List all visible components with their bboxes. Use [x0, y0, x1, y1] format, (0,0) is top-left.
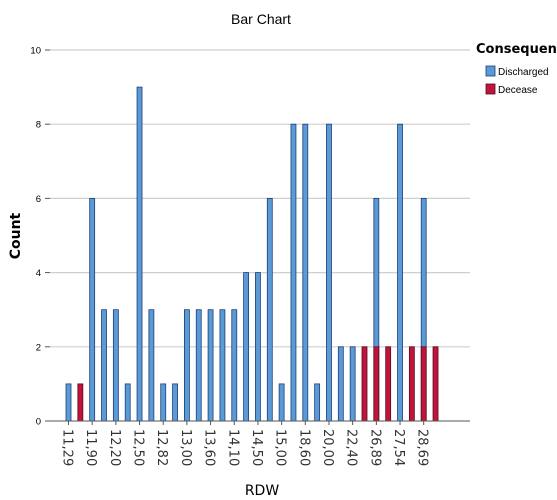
x-tick-label: 13,00 [178, 429, 193, 466]
y-tick-label: 4 [36, 268, 41, 279]
bars [65, 86, 439, 422]
x-tick-label: 12,82 [154, 429, 169, 466]
bar-discharged [183, 309, 190, 422]
bar-discharged [124, 383, 131, 422]
x-axis-ticks: 11,29 11,90 12,20 12,50 12,82 13,00 13,60 14,10… [60, 421, 430, 466]
bar-discharged [172, 383, 178, 422]
y-axis-title: Count [8, 212, 24, 259]
chart-title: Bar Chart [231, 11, 291, 27]
legend-title: Consequence [476, 42, 557, 57]
bar-discharged [337, 346, 344, 422]
x-tick-label: 12,20 [107, 429, 122, 466]
bar-discharged [326, 123, 332, 422]
bar-discharged [314, 383, 321, 422]
bar-discharged [290, 123, 297, 422]
x-tick-label: 27,54 [391, 429, 406, 466]
bar-discharged [160, 383, 167, 422]
bar-discharged [278, 383, 285, 422]
bar-decease [77, 383, 84, 422]
x-tick-label: 11,29 [60, 429, 75, 466]
y-tick-label: 8 [36, 120, 41, 131]
bar-decease [385, 346, 392, 422]
bar-discharged [349, 346, 356, 422]
bar-discharged [148, 309, 155, 422]
y-tick-label: 6 [36, 194, 41, 205]
bar-discharged [112, 309, 119, 422]
bar-decease [420, 346, 427, 422]
bar-discharged [195, 309, 202, 422]
x-tick-label: 14,50 [249, 429, 264, 466]
bar-discharged [243, 272, 250, 422]
x-tick-label: 12,50 [131, 429, 146, 466]
y-tick-label: 10 [30, 46, 41, 57]
legend-label-decease: Decease [498, 85, 538, 96]
legend-swatch-decease [485, 83, 496, 95]
x-tick-label: 22,40 [344, 429, 359, 466]
bar-discharged [136, 86, 143, 422]
bar-decease [432, 346, 439, 422]
y-axis-ticks: 0 2 4 6 8 10 [30, 46, 50, 428]
bar-discharged [65, 383, 72, 422]
bar-discharged [101, 309, 107, 422]
bar-decease [408, 346, 415, 422]
bar-discharged [231, 309, 238, 422]
y-tick-label: 2 [36, 342, 41, 353]
legend: Consequence Discharged Decease [476, 42, 557, 96]
x-tick-label: 15,00 [273, 429, 288, 466]
x-axis-title: RDW [245, 483, 280, 499]
bar-discharged [207, 309, 214, 422]
bar-discharged [302, 123, 309, 422]
bar-discharged [89, 197, 96, 422]
x-tick-label: 26,89 [367, 429, 382, 466]
legend-swatch-discharged [485, 65, 496, 77]
bar-discharged [397, 123, 403, 422]
x-tick-label: 20,00 [320, 429, 335, 466]
x-tick-label: 18,60 [296, 429, 311, 466]
x-tick-label: 13,60 [202, 429, 217, 466]
x-tick-label: 11,90 [83, 429, 98, 466]
bar-decease [361, 346, 368, 422]
x-tick-label: 14,10 [225, 429, 240, 466]
bar-discharged [255, 272, 261, 422]
x-tick-label: 28,69 [415, 429, 430, 466]
y-tick-label: 0 [36, 417, 41, 428]
bar-discharged [219, 309, 226, 422]
bar-discharged [266, 197, 273, 422]
legend-label-discharged: Discharged [498, 67, 549, 78]
bar-decease [373, 346, 380, 422]
